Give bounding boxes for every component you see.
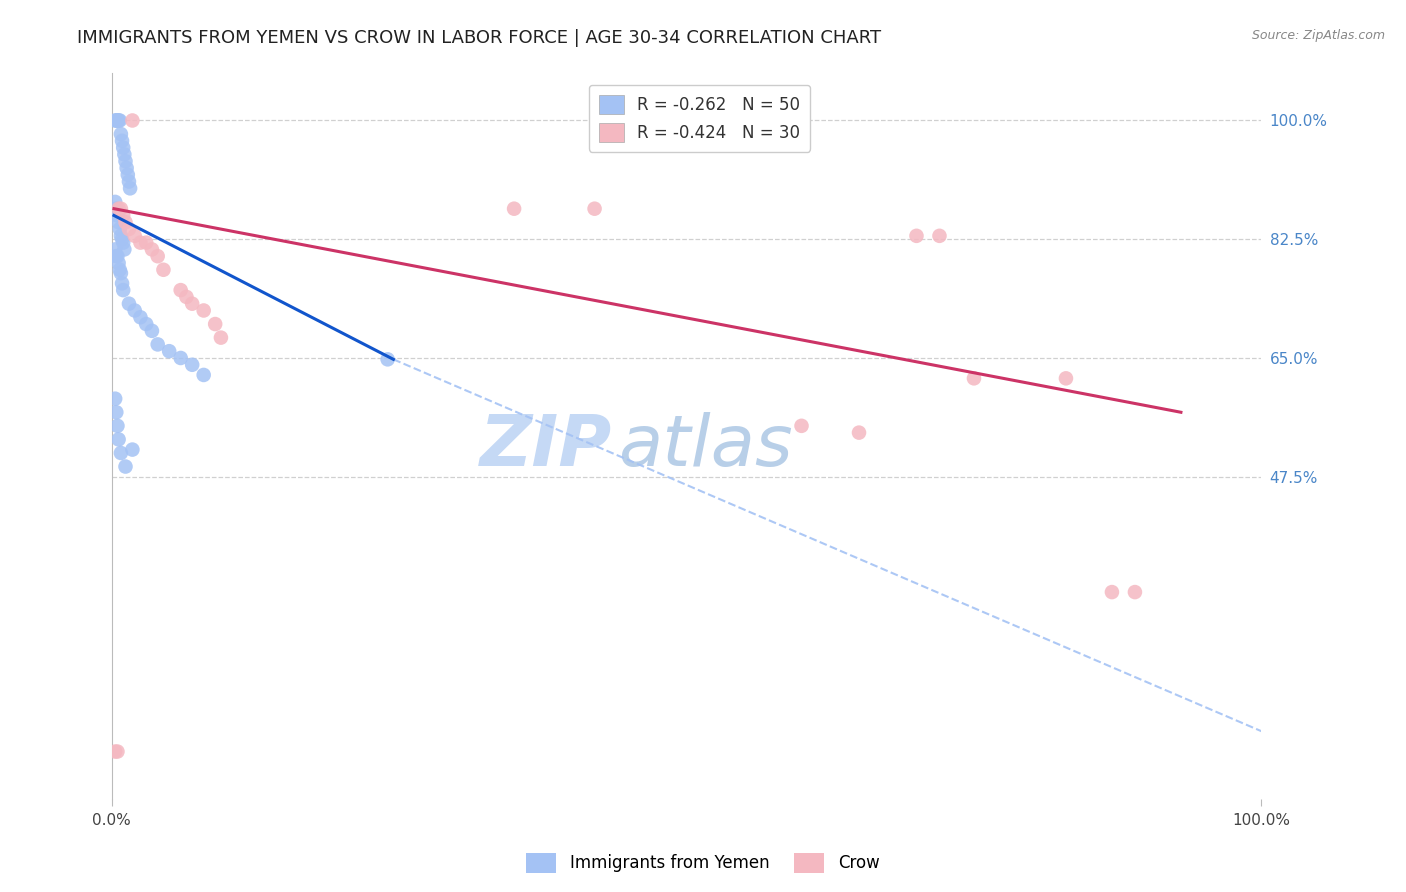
Point: [135, 317, 157, 331]
Point: [118, 222, 141, 236]
Point: [129, 235, 152, 250]
Point: [112, 147, 135, 161]
Legend: Immigrants from Yemen, Crow: Immigrants from Yemen, Crow: [520, 847, 886, 880]
Point: [146, 337, 169, 351]
Point: [115, 161, 138, 175]
Point: [118, 175, 141, 189]
Point: [112, 283, 135, 297]
Point: [107, 215, 129, 229]
Point: [124, 303, 146, 318]
Point: [124, 228, 146, 243]
Point: [110, 202, 132, 216]
Point: [120, 181, 142, 195]
Point: [110, 446, 132, 460]
Point: [1054, 371, 1077, 385]
Point: [108, 113, 131, 128]
Point: [110, 266, 132, 280]
Point: [114, 215, 136, 229]
Point: [104, 194, 127, 209]
Point: [209, 331, 232, 345]
Point: [114, 154, 136, 169]
Point: [129, 310, 152, 325]
Point: [105, 249, 128, 263]
Point: [104, 392, 127, 406]
Text: Source: ZipAtlas.com: Source: ZipAtlas.com: [1251, 29, 1385, 42]
Point: [112, 209, 135, 223]
Point: [104, 243, 127, 257]
Point: [146, 249, 169, 263]
Point: [193, 303, 215, 318]
Point: [105, 202, 128, 216]
Point: [181, 358, 204, 372]
Point: [117, 168, 139, 182]
Point: [107, 433, 129, 447]
Point: [193, 368, 215, 382]
Point: [1101, 585, 1123, 599]
Point: [170, 351, 193, 365]
Point: [181, 296, 204, 310]
Point: [110, 228, 132, 243]
Point: [963, 371, 986, 385]
Point: [104, 745, 127, 759]
Point: [112, 140, 135, 154]
Point: [107, 249, 129, 263]
Point: [790, 418, 813, 433]
Point: [104, 113, 127, 128]
Point: [107, 113, 129, 128]
Point: [1123, 585, 1146, 599]
Point: [105, 405, 128, 419]
Point: [204, 317, 226, 331]
Point: [111, 232, 134, 246]
Point: [107, 113, 129, 128]
Point: [107, 256, 129, 270]
Point: [105, 113, 128, 128]
Point: [107, 202, 129, 216]
Point: [112, 243, 135, 257]
Text: atlas: atlas: [617, 412, 792, 482]
Point: [928, 228, 950, 243]
Point: [135, 235, 157, 250]
Point: [108, 262, 131, 277]
Point: [583, 202, 606, 216]
Point: [111, 277, 134, 291]
Point: [107, 418, 129, 433]
Point: [157, 344, 180, 359]
Point: [503, 202, 526, 216]
Text: IMMIGRANTS FROM YEMEN VS CROW IN LABOR FORCE | AGE 30-34 CORRELATION CHART: IMMIGRANTS FROM YEMEN VS CROW IN LABOR F…: [77, 29, 882, 46]
Point: [121, 113, 143, 128]
Point: [141, 324, 163, 338]
Point: [141, 243, 163, 257]
Point: [110, 127, 132, 141]
Point: [111, 134, 134, 148]
Point: [176, 290, 198, 304]
Point: [107, 209, 129, 223]
Point: [121, 442, 143, 457]
Point: [848, 425, 870, 440]
Point: [152, 262, 174, 277]
Point: [107, 745, 129, 759]
Point: [114, 459, 136, 474]
Point: [108, 222, 131, 236]
Point: [118, 296, 141, 310]
Point: [905, 228, 928, 243]
Legend: R = -0.262   N = 50, R = -0.424   N = 30: R = -0.262 N = 50, R = -0.424 N = 30: [589, 85, 810, 152]
Point: [112, 235, 135, 250]
Point: [170, 283, 193, 297]
Point: [107, 113, 129, 128]
Point: [377, 352, 399, 367]
Text: ZIP: ZIP: [479, 412, 612, 482]
